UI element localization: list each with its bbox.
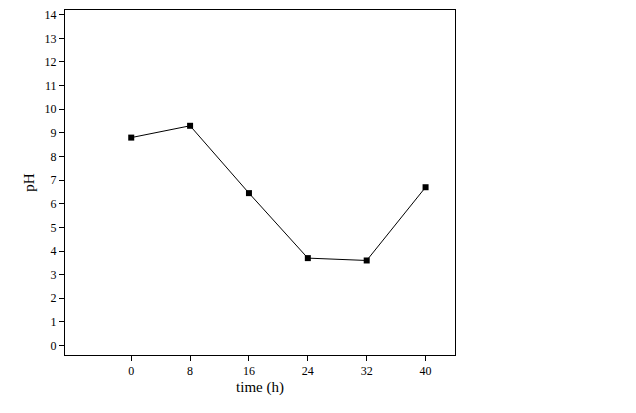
svg-text:10: 10: [45, 102, 57, 116]
svg-text:0: 0: [51, 339, 57, 353]
svg-text:16: 16: [243, 364, 255, 378]
svg-text:3: 3: [51, 268, 57, 282]
svg-text:5: 5: [51, 221, 57, 235]
svg-text:2: 2: [51, 291, 57, 305]
svg-text:40: 40: [420, 364, 432, 378]
svg-text:13: 13: [45, 32, 57, 46]
svg-text:9: 9: [51, 126, 57, 140]
svg-text:8: 8: [51, 150, 57, 164]
svg-text:12: 12: [45, 55, 57, 69]
svg-text:0: 0: [128, 364, 134, 378]
svg-text:4: 4: [51, 244, 57, 258]
svg-text:1: 1: [51, 315, 57, 329]
svg-text:6: 6: [51, 197, 57, 211]
svg-text:8: 8: [187, 364, 193, 378]
svg-text:24: 24: [302, 364, 314, 378]
svg-text:7: 7: [51, 173, 57, 187]
svg-text:pH: pH: [21, 173, 37, 192]
svg-text:time (h): time (h): [236, 379, 284, 396]
svg-text:14: 14: [45, 8, 57, 22]
svg-text:11: 11: [45, 79, 57, 93]
svg-text:32: 32: [361, 364, 373, 378]
